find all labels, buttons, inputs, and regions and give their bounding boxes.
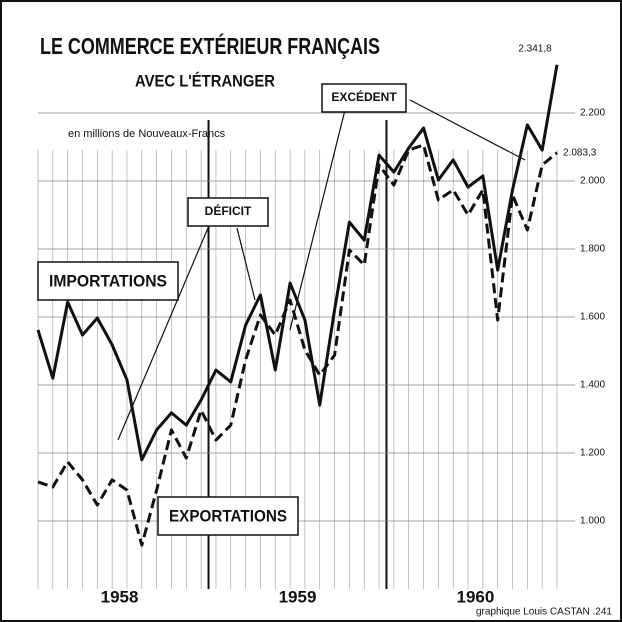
chart-subtitle: AVEC L'ÉTRANGER [135, 71, 275, 90]
chart: LE COMMERCE EXTÉRIEUR FRANÇAIS AVEC L'ÉT… [0, 0, 622, 622]
unit-note: en millions de Nouveaux-Francs [68, 128, 226, 140]
y-tick-label: 1.600 [580, 312, 605, 323]
annotation: DÉFICIT [205, 203, 252, 218]
y-tick-label: 2.000 [580, 176, 605, 187]
y-tick-label: 1.200 [580, 448, 605, 459]
year-label: 1960 [457, 587, 495, 606]
year-label: 1959 [279, 587, 317, 606]
y-tick-label: 1.000 [580, 516, 605, 527]
legend-label: IMPORTATIONS [49, 271, 167, 290]
value-label: 2.083,3 [563, 147, 597, 158]
chart-title: LE COMMERCE EXTÉRIEUR FRANÇAIS [40, 32, 380, 59]
credit: graphique Louis CASTAN .241 [476, 607, 612, 618]
legend-label: EXPORTATIONS [169, 506, 287, 525]
annotation: EXCÉDENT [331, 89, 397, 104]
y-tick-label: 1.400 [580, 380, 605, 391]
value-label: 2.341,8 [518, 43, 552, 54]
y-tick-label: 1.800 [580, 244, 605, 255]
year-label: 1958 [101, 587, 139, 606]
frame [1, 1, 621, 621]
y-tick-label: 2.200 [580, 108, 605, 119]
